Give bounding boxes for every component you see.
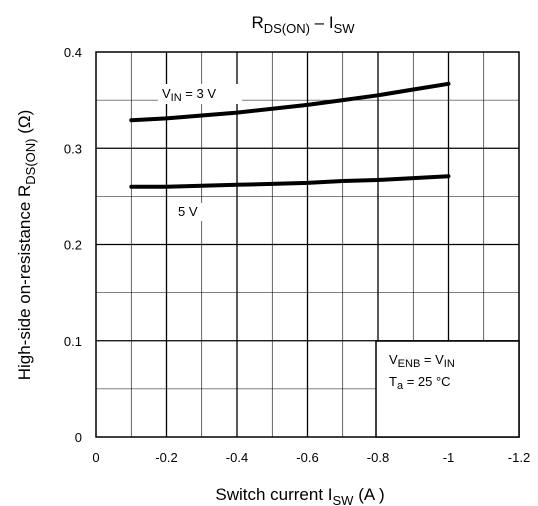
series-label-vin-3v-sub: IN	[171, 92, 182, 104]
x-tick-label: -1.2	[508, 450, 530, 465]
x-axis-label: Switch current ISW (A )	[215, 485, 384, 506]
x-tick-label: -0.6	[296, 450, 318, 465]
annotation-line-1: VENB = VIN	[389, 352, 455, 370]
series-line-2	[129, 174, 451, 189]
series-lines	[129, 81, 451, 189]
series-label-5v-main: 5 V	[178, 204, 198, 219]
series-label-5v: 5 V	[174, 203, 206, 221]
series-label-vin-3v-bg	[158, 84, 242, 104]
chart-title: RDS(ON) – ISW	[251, 13, 355, 36]
series-label-5v-bg	[174, 203, 206, 221]
y-tick-label: 0.3	[64, 141, 82, 156]
x-tick-label: -0.4	[226, 450, 248, 465]
series-label-vin-3v-main: V	[162, 86, 171, 101]
plot-frame	[95, 51, 520, 438]
y-axis-label-sub: DS(ON)	[23, 138, 38, 184]
chart-title-sub: DS(ON)	[264, 21, 310, 36]
annotation-line-2-main: T	[389, 374, 397, 389]
annotation-line-2: Ta = 25 °C	[389, 374, 451, 392]
x-tick-label: -0.8	[367, 450, 389, 465]
y-tick-label: 0.4	[64, 45, 82, 60]
x-axis-label-unit: (A )	[353, 485, 384, 504]
series-label-vin-3v-text: VIN = 3 V	[162, 86, 216, 104]
series-label-vin-3v-rest: = 3 V	[182, 86, 217, 101]
x-axis-label-main: Switch current I	[215, 485, 332, 504]
y-axis-label-unit: (Ω)	[15, 110, 34, 139]
x-tick-label: 0	[92, 450, 99, 465]
series-line-1	[129, 81, 451, 123]
x-tick-label: -1	[443, 450, 455, 465]
y-tick-label: 0.1	[64, 334, 82, 349]
series-label-5v-text: 5 V	[178, 204, 198, 219]
annotation-line-1-sub2: IN	[444, 358, 455, 370]
y-tick-label: 0	[75, 430, 82, 445]
chart-title-sep: – I	[310, 13, 334, 32]
series-label-vin-3v: VIN = 3 V	[158, 84, 242, 104]
annotation-box	[375, 340, 520, 438]
annotation-line-1-sub: ENB	[398, 358, 421, 370]
y-tick-label: 0.2	[64, 238, 82, 253]
annotation-line-1-mid: = V	[420, 352, 444, 367]
y-axis-label-main: High-side on-resistance R	[15, 185, 34, 381]
x-axis-label-sub: SW	[333, 493, 355, 506]
annotation-line-1-main: V	[389, 352, 398, 367]
annotation-line-2-sub: a	[397, 380, 404, 392]
annotation-line-2-rest: = 25 °C	[403, 374, 450, 389]
y-axis-label: High-side on-resistance RDS(ON) (Ω)	[15, 110, 38, 381]
x-tick-label: -0.2	[155, 450, 177, 465]
x-tick-labels: 0 -0.2 -0.4 -0.6 -0.8 -1 -1.2	[92, 450, 530, 465]
conditions-annotation: VENB = VIN Ta = 25 °C	[375, 340, 520, 438]
chart-title-sub2: SW	[334, 21, 356, 36]
chart-title-main: R	[251, 13, 263, 32]
y-tick-labels: 0 0.1 0.2 0.3 0.4	[64, 45, 82, 445]
